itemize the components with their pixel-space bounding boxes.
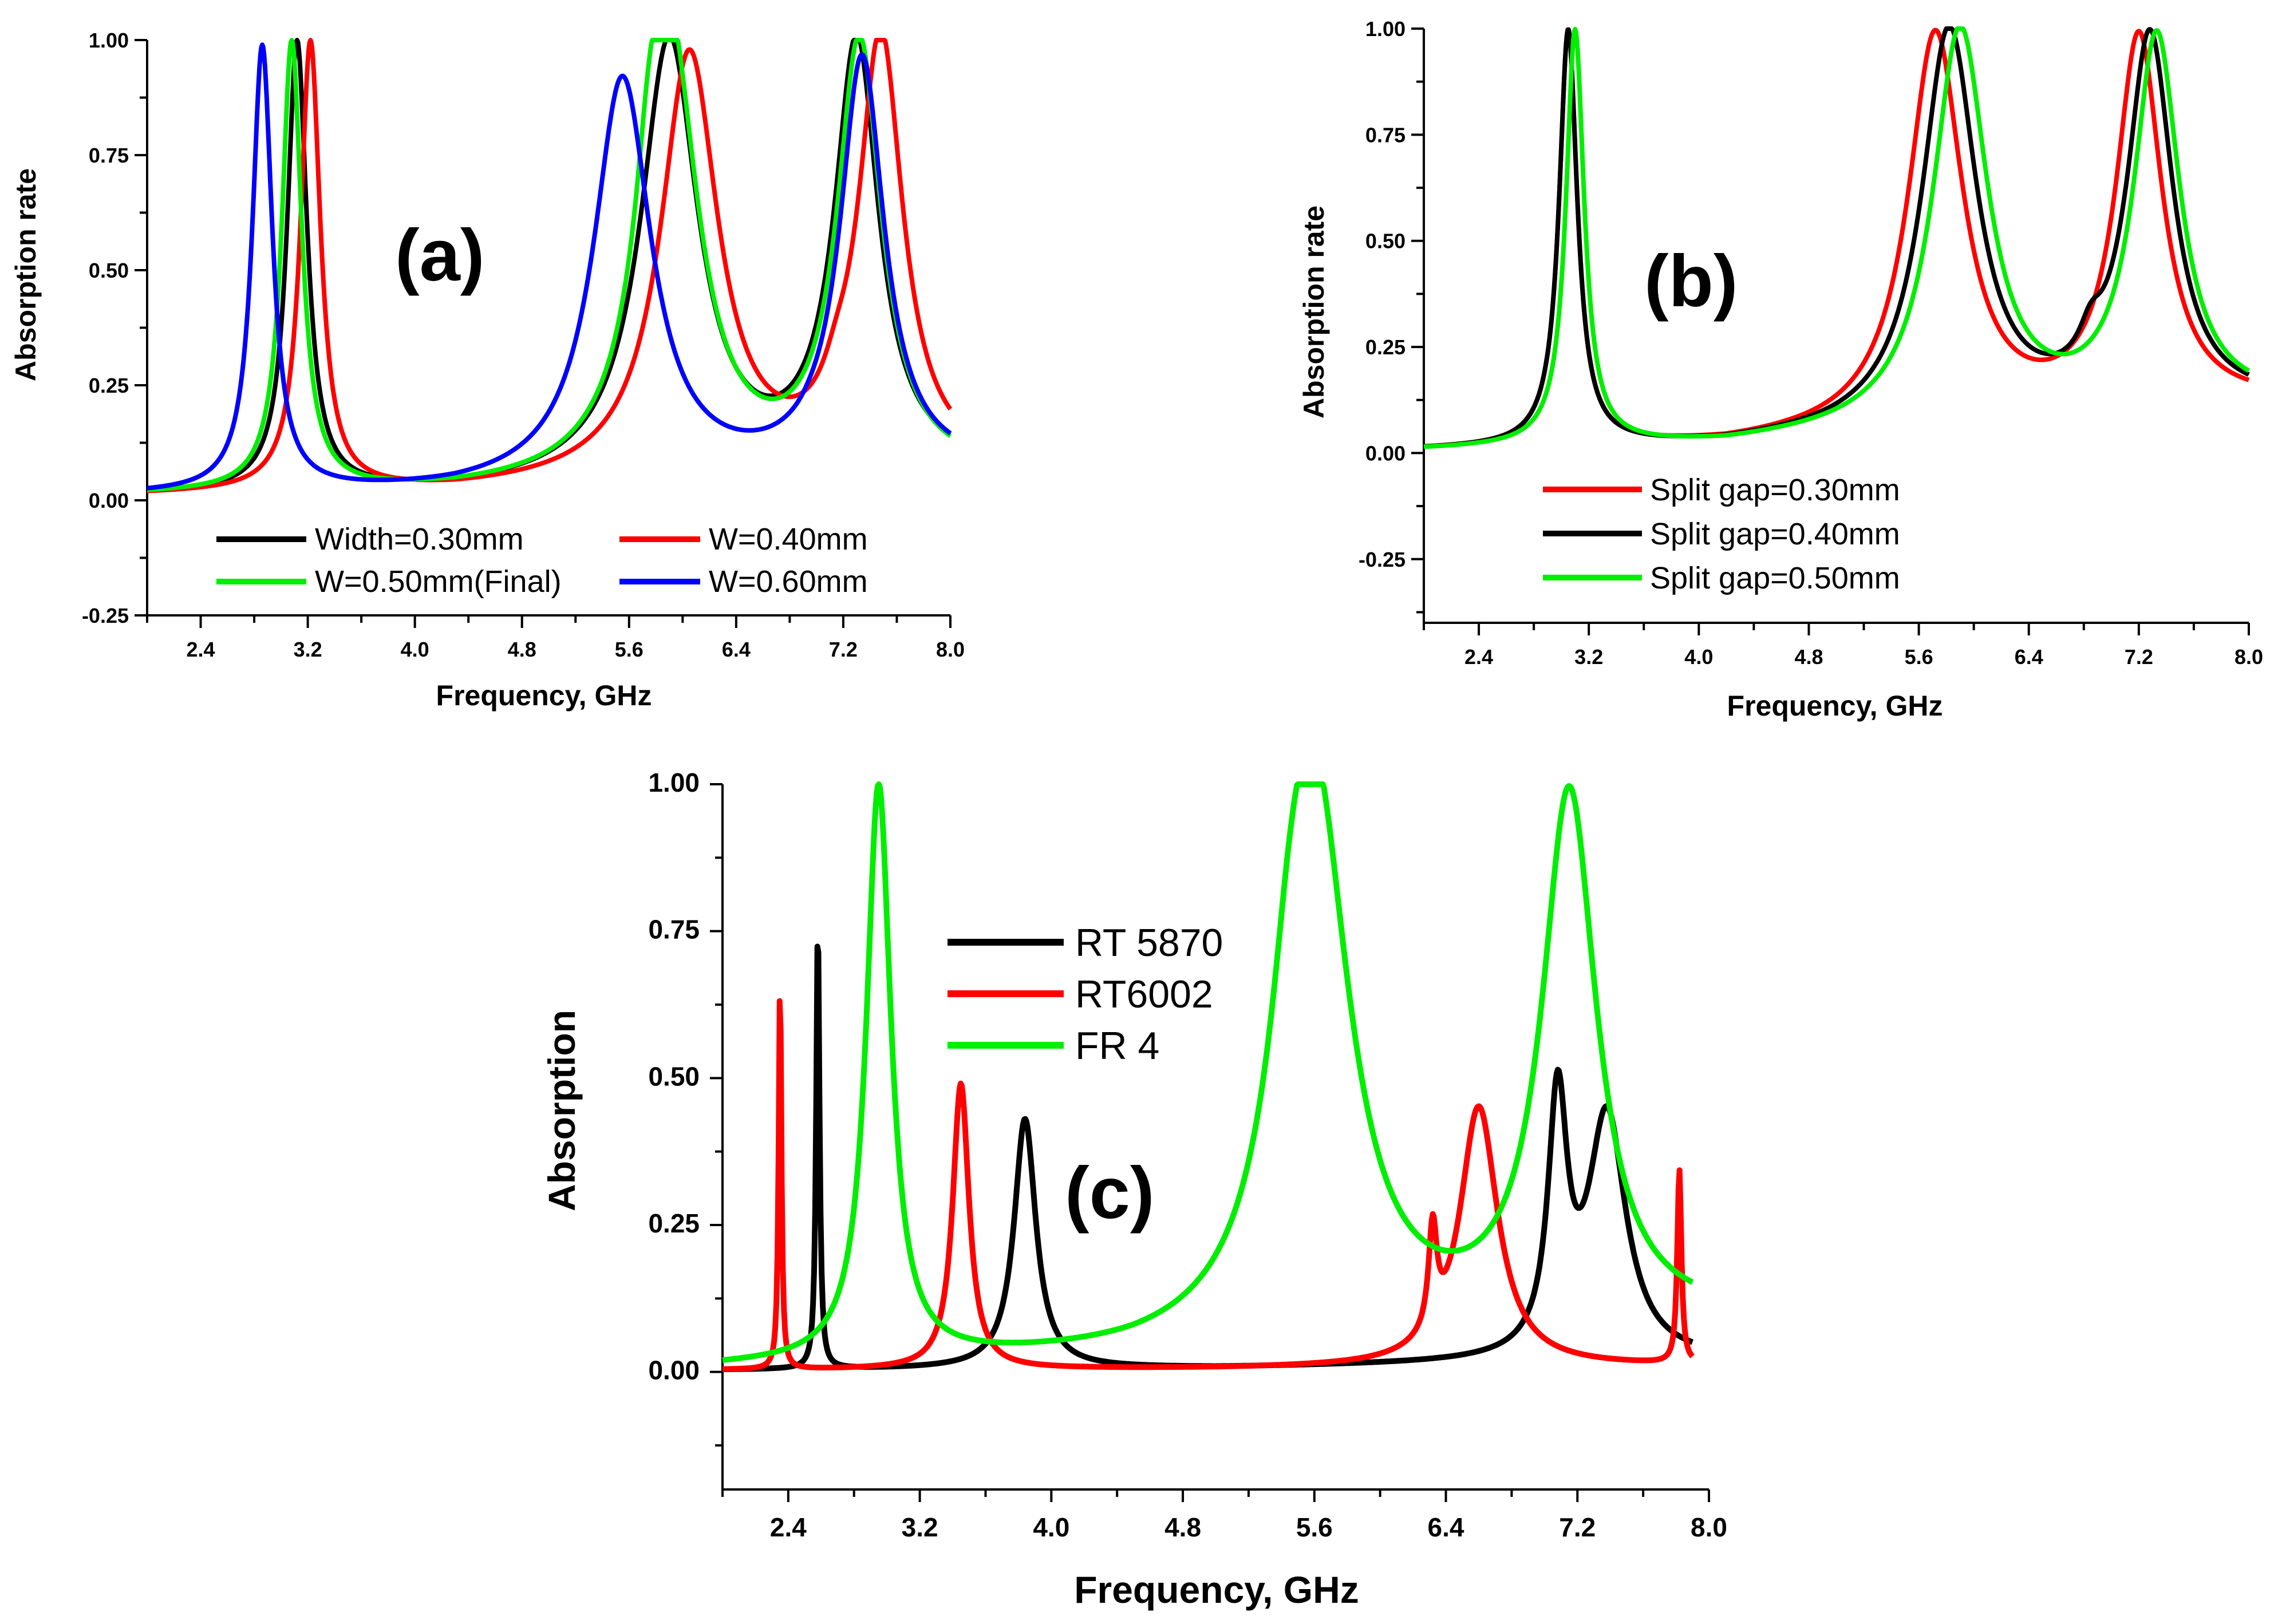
y-tick-label: 0.25 — [1365, 335, 1406, 359]
y-tick-label: 0.75 — [1365, 123, 1406, 147]
x-tick-label: 3.2 — [294, 638, 322, 661]
series-line-a-2 — [145, 38, 952, 492]
x-tick-label: 6.4 — [722, 638, 751, 661]
series-line-b-1 — [1422, 26, 2251, 449]
legend-label-c-1: RT6002 — [1075, 973, 1213, 1016]
legend-label-a-2: W=0.50mm(Final) — [315, 564, 562, 599]
y-tick-label: -0.25 — [82, 604, 129, 627]
x-tick-label: 8.0 — [1691, 1512, 1727, 1542]
legend-label-c-0: RT 5870 — [1075, 921, 1223, 965]
legend-b: Split gap=0.30mm Split gap=0.40mm Split … — [1543, 473, 1900, 595]
legend-a: Width=0.30mm W=0.40mm W=0.50mm(Final) W=… — [216, 522, 868, 599]
x-tick-label: 7.2 — [829, 638, 858, 661]
panel-c: (c) Frequency, GHz Absorption 2.4 3.2 4.0 4… — [540, 768, 1727, 1611]
x-tick-label: 4.0 — [1684, 645, 1713, 669]
y-tick-label: 0.50 — [648, 1061, 700, 1091]
legend-label-b-1: Split gap=0.40mm — [1650, 517, 1900, 551]
ticks-b: 2.4 3.2 4.0 4.8 5.6 6.4 7.2 8.0 -0.25 0.00 0.25 0.5… — [1359, 17, 2263, 669]
x-tick-label: 8.0 — [2234, 645, 2263, 669]
series-line-c-1 — [720, 998, 1695, 1372]
series-line-a-3 — [145, 42, 952, 491]
series-c — [720, 781, 1695, 1373]
legend-label-a-0: Width=0.30mm — [315, 522, 524, 556]
y-tick-label: 0.00 — [1365, 441, 1406, 465]
y-tick-label: -0.25 — [1359, 548, 1406, 571]
legend-label-b-2: Split gap=0.50mm — [1650, 561, 1900, 595]
y-tick-label: 1.00 — [648, 768, 700, 797]
series-line-b-2 — [1422, 26, 2251, 449]
y-tick-label: 1.00 — [89, 29, 129, 52]
x-tick-label: 4.8 — [1794, 645, 1823, 669]
y-tick-label: 0.75 — [648, 915, 700, 945]
x-tick-label: 3.2 — [1574, 645, 1603, 669]
ticks-c: 2.4 3.2 4.0 4.8 5.6 6.4 7.2 8.0 0.00 0.25 0.50 0.75… — [648, 768, 1727, 1542]
x-tick-label: 5.6 — [615, 638, 643, 661]
legend-label-a-3: W=0.60mm — [709, 564, 868, 599]
x-tick-label: 2.4 — [1464, 645, 1493, 669]
y-tick-label: 0.75 — [89, 144, 129, 167]
panel-b: (b) Frequency, GHz Absorption rate 2.4 3.… — [1298, 17, 2263, 722]
x-tick-label: 4.8 — [1164, 1512, 1201, 1542]
x-tick-label: 4.0 — [401, 638, 429, 661]
x-axis-title-c: Frequency, GHz — [1074, 1568, 1359, 1611]
y-tick-label: 0.00 — [89, 489, 129, 512]
y-axis-title-a: Absorption rate — [10, 168, 42, 381]
legend-label-c-2: FR 4 — [1075, 1024, 1159, 1068]
y-tick-label: 0.50 — [89, 259, 129, 282]
series-line-a-1 — [145, 38, 953, 493]
series-a — [145, 38, 953, 493]
x-tick-label: 5.6 — [1296, 1512, 1333, 1542]
x-tick-label: 2.4 — [187, 638, 215, 661]
legend-c: RT 5870 RT6002 FR 4 — [947, 921, 1223, 1068]
y-tick-label: 0.25 — [648, 1208, 700, 1238]
y-axis-title-c: Absorption — [540, 1010, 583, 1211]
y-tick-label: 0.00 — [648, 1356, 700, 1385]
x-tick-label: 6.4 — [2015, 645, 2043, 669]
x-tick-label: 7.2 — [1559, 1512, 1596, 1542]
x-tick-label: 5.6 — [1905, 645, 1933, 669]
series-line-c-2 — [720, 781, 1695, 1363]
legend-label-b-0: Split gap=0.30mm — [1650, 473, 1900, 507]
x-axis-title-b: Frequency, GHz — [1727, 690, 1943, 722]
x-tick-label: 7.2 — [2125, 645, 2153, 669]
y-tick-label: 0.50 — [1365, 230, 1406, 253]
panel-label-a: (a) — [395, 215, 484, 297]
legend-label-a-1: W=0.40mm — [709, 522, 868, 556]
y-axis-title-b: Absorption rate — [1298, 206, 1330, 418]
x-tick-label: 6.4 — [1428, 1512, 1464, 1542]
x-axis-title-a: Frequency, GHz — [436, 679, 652, 712]
x-tick-label: 8.0 — [936, 638, 965, 661]
panel-a: (a) Frequency, GHz Absorption rate 2.4 3.… — [10, 29, 965, 712]
panel-label-c: (c) — [1065, 1152, 1154, 1234]
series-b — [1422, 26, 2251, 449]
ticks-a: 2.4 3.2 4.0 4.8 5.6 6.4 7.2 8.0 -0.25 0.00 0.25 0.5… — [82, 29, 965, 661]
x-tick-label: 4.8 — [508, 638, 536, 661]
x-tick-label: 2.4 — [770, 1512, 807, 1542]
x-tick-label: 4.0 — [1033, 1512, 1069, 1542]
y-tick-label: 0.25 — [89, 374, 129, 397]
panel-label-b: (b) — [1644, 240, 1738, 322]
y-tick-label: 1.00 — [1365, 17, 1406, 41]
x-tick-label: 3.2 — [902, 1512, 938, 1542]
